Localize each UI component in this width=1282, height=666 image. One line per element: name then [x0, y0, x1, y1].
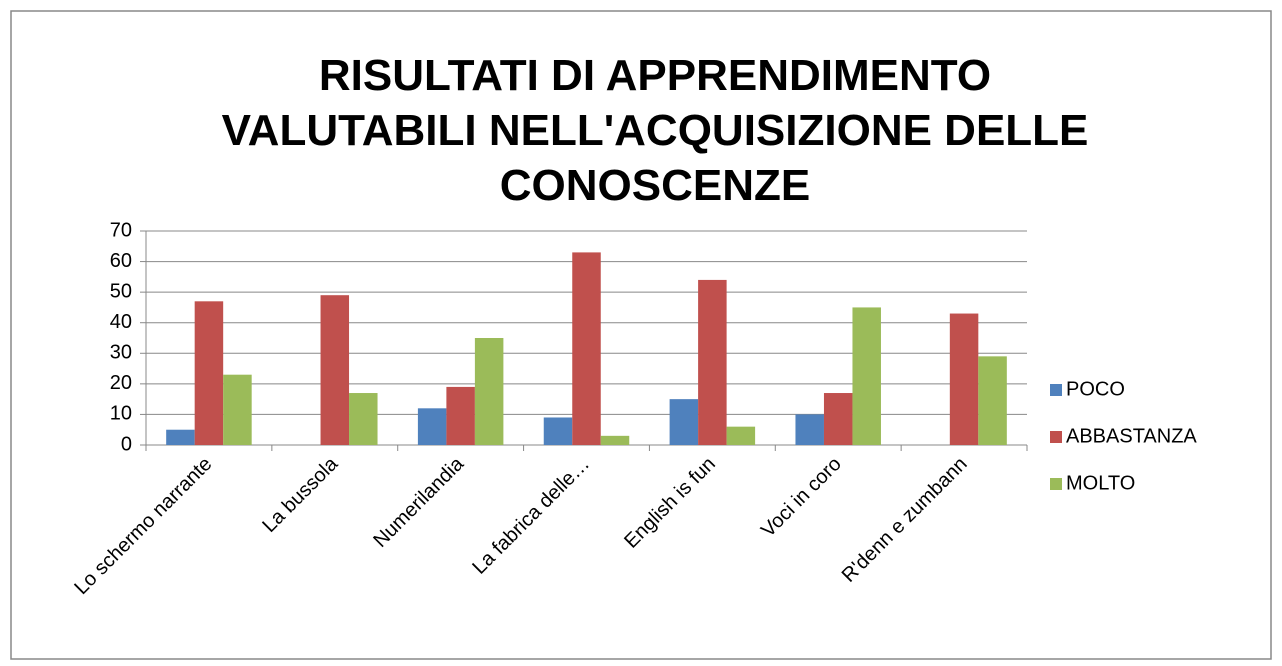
bar — [726, 426, 756, 445]
bar — [852, 307, 881, 445]
bar — [823, 393, 853, 445]
chart-title: CONOSCENZE — [500, 161, 810, 210]
bar — [669, 399, 699, 445]
bar — [572, 252, 601, 445]
y-tick-label: 60 — [110, 250, 132, 272]
bar — [417, 408, 447, 445]
legend-label: ABBASTANZA — [1066, 425, 1197, 447]
legend-swatch — [1050, 478, 1062, 490]
bar — [543, 417, 573, 445]
y-tick-label: 50 — [110, 280, 132, 302]
bar — [949, 313, 979, 445]
bar — [446, 386, 475, 445]
chart-title: RISULTATI DI APPRENDIMENTO — [319, 51, 991, 100]
bar — [600, 435, 630, 445]
chart-title: VALUTABILI NELL'ACQUISIZIONE DELLE — [222, 106, 1089, 155]
y-tick-label: 70 — [110, 219, 132, 241]
y-tick-label: 40 — [110, 311, 132, 333]
bar — [698, 279, 727, 445]
y-tick-label: 20 — [110, 372, 132, 394]
legend-swatch — [1050, 431, 1062, 443]
bar — [474, 338, 504, 445]
bar — [320, 295, 350, 445]
y-tick-label: 10 — [110, 403, 132, 425]
y-tick-label: 0 — [121, 433, 132, 455]
bar — [166, 429, 195, 445]
y-tick-label: 30 — [110, 342, 132, 364]
bar — [978, 356, 1007, 445]
legend-swatch — [1050, 384, 1062, 396]
bar — [223, 374, 252, 445]
bar — [349, 393, 378, 445]
bar — [795, 414, 824, 445]
legend-label: MOLTO — [1066, 472, 1135, 494]
legend-label: POCO — [1066, 378, 1125, 400]
bar — [194, 301, 224, 445]
